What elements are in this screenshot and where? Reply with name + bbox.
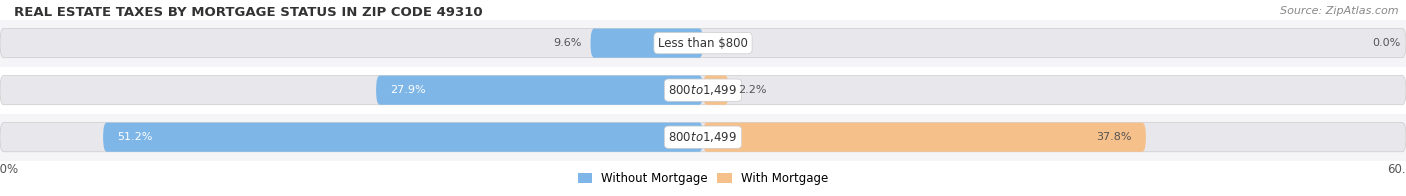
Text: 9.6%: 9.6%	[553, 38, 581, 48]
Bar	[0, 114, 1406, 161]
Text: $800 to $1,499: $800 to $1,499	[668, 130, 738, 144]
Text: 2.2%: 2.2%	[738, 85, 766, 95]
Text: Source: ZipAtlas.com: Source: ZipAtlas.com	[1281, 6, 1399, 16]
Text: $800 to $1,499: $800 to $1,499	[668, 83, 738, 97]
Text: 51.2%: 51.2%	[117, 132, 152, 142]
Text: REAL ESTATE TAXES BY MORTGAGE STATUS IN ZIP CODE 49310: REAL ESTATE TAXES BY MORTGAGE STATUS IN …	[14, 6, 482, 19]
FancyBboxPatch shape	[703, 123, 1146, 152]
Text: 27.9%: 27.9%	[391, 85, 426, 95]
FancyBboxPatch shape	[0, 29, 1406, 58]
Bar	[0, 20, 1406, 67]
FancyBboxPatch shape	[591, 29, 703, 58]
Text: 0.0%: 0.0%	[1372, 38, 1400, 48]
FancyBboxPatch shape	[703, 76, 728, 105]
Bar	[0, 67, 1406, 114]
Text: Less than $800: Less than $800	[658, 37, 748, 50]
FancyBboxPatch shape	[377, 76, 703, 105]
Text: 37.8%: 37.8%	[1097, 132, 1132, 142]
FancyBboxPatch shape	[103, 123, 703, 152]
FancyBboxPatch shape	[0, 76, 1406, 105]
FancyBboxPatch shape	[0, 123, 1406, 152]
Legend: Without Mortgage, With Mortgage: Without Mortgage, With Mortgage	[578, 172, 828, 185]
